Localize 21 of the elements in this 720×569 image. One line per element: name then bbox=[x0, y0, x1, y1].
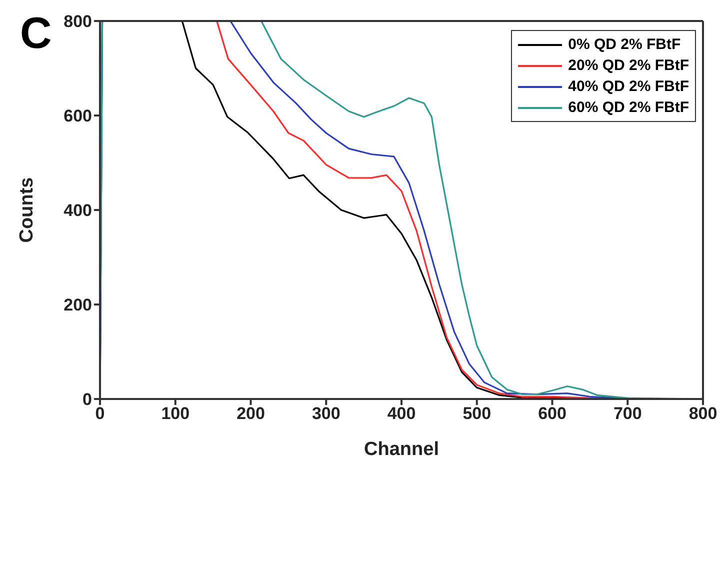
y-tick-label: 600 bbox=[64, 106, 92, 126]
legend-label: 40% QD 2% FBtF bbox=[568, 77, 689, 97]
legend-label: 60% QD 2% FBtF bbox=[568, 98, 689, 118]
legend-label: 0% QD 2% FBtF bbox=[568, 35, 681, 55]
y-axis-title: Counts bbox=[16, 177, 38, 243]
legend-label: 20% QD 2% FBtF bbox=[568, 56, 689, 76]
x-tick-label: 200 bbox=[236, 404, 265, 424]
x-tick-label: 300 bbox=[312, 404, 340, 424]
x-tick-label: 100 bbox=[161, 404, 190, 424]
y-tick-label: 0 bbox=[82, 390, 92, 410]
x-tick-label: 600 bbox=[538, 404, 566, 424]
x-axis-title: Channel bbox=[364, 439, 439, 460]
x-tick-label: 700 bbox=[613, 404, 642, 424]
text: C bbox=[20, 8, 52, 60]
x-tick-label: 400 bbox=[387, 404, 416, 424]
x-tick-label: 500 bbox=[462, 404, 492, 424]
y-tick-label: 400 bbox=[64, 201, 92, 220]
y-tick-label: 200 bbox=[64, 296, 92, 315]
y-tick-label: 800 bbox=[64, 12, 92, 32]
x-tick-label: 800 bbox=[688, 404, 718, 424]
x-tick-label: 0 bbox=[95, 404, 105, 424]
